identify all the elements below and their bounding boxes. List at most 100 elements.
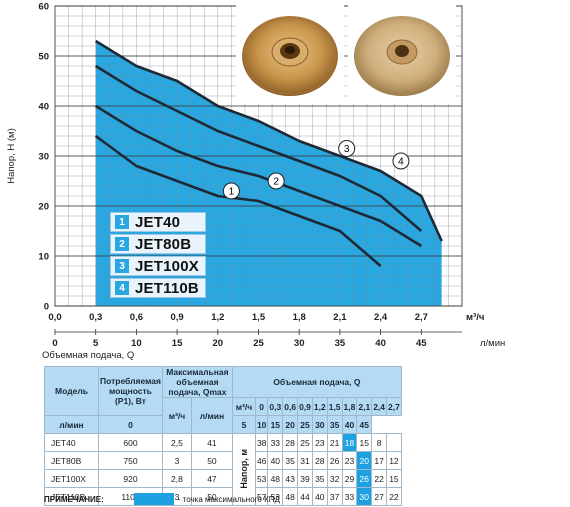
cell-model: JET40 bbox=[44, 433, 99, 452]
cell-head-value: 8 bbox=[371, 433, 388, 452]
header-q-lmin: 10 bbox=[254, 415, 269, 434]
y-tick-label: 10 bbox=[38, 252, 49, 263]
curve-marker-3: 3 bbox=[338, 140, 356, 157]
curve-marker-circle bbox=[267, 172, 285, 190]
legend-item-2: 2 JET80B bbox=[110, 234, 206, 254]
cell-head-label: Напор, м bbox=[231, 433, 256, 506]
cell-head-value bbox=[386, 433, 402, 452]
cell-head-value: 35 bbox=[311, 469, 328, 488]
cell-head-value: 40 bbox=[311, 487, 328, 506]
curve-marker-label: 3 bbox=[344, 144, 350, 155]
header-q-lmin: 20 bbox=[282, 415, 299, 434]
header-flow: Объемная подача, Q bbox=[231, 366, 402, 398]
legend-number: 2 bbox=[115, 237, 129, 251]
cell-head-value: 57 bbox=[254, 487, 269, 506]
header-model: Модель bbox=[44, 366, 99, 416]
cell-head-value: 18 bbox=[341, 433, 358, 452]
cell-head-value: 32 bbox=[326, 469, 343, 488]
series-line-3 bbox=[95, 64, 423, 232]
cell-head-value: 27 bbox=[371, 487, 388, 506]
cell-head-value: 25 bbox=[297, 433, 313, 452]
x-tick-label-m3h: 0,9 bbox=[170, 312, 183, 323]
header-q-lmin: 30 bbox=[311, 415, 328, 434]
brass-impeller-photo bbox=[236, 4, 344, 104]
series-line-1 bbox=[94, 134, 382, 267]
header-q-lmin: 45 bbox=[356, 415, 373, 434]
y-tick-label: 50 bbox=[38, 52, 49, 63]
x-unit-m3h: м³/ч bbox=[466, 312, 484, 323]
cell-qmax-lmin: 47 bbox=[190, 469, 233, 488]
header-lmin-row: л/мин 0 5 10 15 20 25 30 35 40 45 bbox=[44, 415, 402, 434]
cell-head-value: 26 bbox=[326, 451, 343, 470]
x-tick-label-m3h: 1,5 bbox=[252, 312, 266, 323]
cell-head-value: 44 bbox=[297, 487, 313, 506]
table-row: JET100X 920 2,8 47 53 48 43 39 35 32 29 26 22 15 bbox=[44, 469, 402, 488]
cell-head-value: 22 bbox=[371, 469, 388, 488]
x-tick-label-m3h: 1,2 bbox=[211, 312, 224, 323]
y-tick-label: 40 bbox=[38, 102, 49, 113]
cell-power: 750 bbox=[98, 451, 163, 470]
cell-head-value: 33 bbox=[341, 487, 358, 506]
cell-head-value: 22 bbox=[386, 487, 402, 506]
x-tick-label-lmin: 20 bbox=[213, 338, 224, 349]
curve-marker-circle bbox=[222, 182, 240, 200]
y-tick-label: 60 bbox=[38, 2, 49, 13]
curve-marker-2: 2 bbox=[267, 172, 285, 190]
cell-head-value: 39 bbox=[297, 469, 313, 488]
cell-qmax-m3h: 2,8 bbox=[161, 469, 192, 488]
x-tick-label-lmin: 30 bbox=[294, 338, 305, 349]
x-tick-label-lmin: 5 bbox=[93, 338, 99, 349]
x-tick-label-lmin: 10 bbox=[131, 338, 142, 349]
header-q-lmin: 5 bbox=[231, 415, 256, 434]
x-tick-label-lmin: 40 bbox=[375, 338, 386, 349]
series-line-4 bbox=[95, 39, 443, 242]
x-tick-label-lmin: 0 bbox=[52, 338, 57, 349]
cell-head-value: 48 bbox=[282, 487, 299, 506]
legend-label: JET40 bbox=[135, 213, 181, 231]
head-label: Напор, м bbox=[238, 448, 249, 489]
cell-head-value: 35 bbox=[282, 451, 299, 470]
specs-table: Модель Потребляемая мощность (P1), Вт Ма… bbox=[44, 366, 402, 506]
table-row: JET40 600 2,5 41 Напор, м 38 33 28 25 23 21 18 15 8 bbox=[44, 433, 402, 506]
cell-head-value: 20 bbox=[356, 451, 373, 470]
cell-model: JET80B bbox=[44, 451, 99, 470]
series-line-2 bbox=[95, 104, 422, 248]
curve-marker-label: 4 bbox=[398, 157, 404, 168]
curve-marker-1: 1 bbox=[222, 182, 240, 200]
cell-head-value: 30 bbox=[356, 487, 373, 506]
cell-head-value: 26 bbox=[356, 469, 373, 488]
header-q-lmin: 0 bbox=[98, 415, 163, 434]
header-q-lmin: 35 bbox=[326, 415, 343, 434]
table-row: JET80B 750 3 50 46 40 35 31 28 26 23 20 17 12 bbox=[44, 451, 402, 470]
x-tick-label-lmin: 15 bbox=[172, 338, 183, 349]
header-power: Потребляемая мощность (P1), Вт bbox=[98, 366, 163, 416]
legend-label: JET80B bbox=[135, 235, 192, 253]
cell-head-value: 23 bbox=[311, 433, 328, 452]
cell-head-value: 15 bbox=[356, 433, 373, 452]
cell-head-value: 23 bbox=[341, 451, 358, 470]
y-tick-label: 0 bbox=[44, 302, 49, 313]
x-tick-label-lmin: 45 bbox=[416, 338, 427, 349]
cell-head-value: 37 bbox=[326, 487, 343, 506]
x-tick-label-m3h: 1,8 bbox=[293, 312, 306, 323]
chart-legend: 1 JET40 2 JET80B 3 JET100X 4 JET110B bbox=[110, 212, 206, 300]
header-flow-unit-m3h: м³/ч bbox=[231, 397, 256, 416]
x-tick-label-lmin: 25 bbox=[253, 338, 264, 349]
header-q-m3h: 0,6 bbox=[282, 397, 299, 416]
header-flow-unit-lmin: л/мин bbox=[44, 415, 99, 434]
legend-item-4: 4 JET110B bbox=[110, 278, 206, 298]
x-tick-label-lmin: 35 bbox=[335, 338, 346, 349]
cell-head-value: 38 bbox=[254, 433, 269, 452]
cell-head-value: 17 bbox=[371, 451, 388, 470]
legend-number: 3 bbox=[115, 259, 129, 273]
header-q-lmin: 15 bbox=[267, 415, 284, 434]
bronze-impeller-photo bbox=[348, 4, 456, 104]
legend-item-1: 1 JET40 bbox=[110, 212, 206, 232]
x-tick-label-m3h: 0,0 bbox=[48, 312, 61, 323]
legend-item-3: 3 JET100X bbox=[110, 256, 206, 276]
cell-head-value: 15 bbox=[386, 469, 402, 488]
cell-head-value: 21 bbox=[326, 433, 343, 452]
cell-qmax-lmin: 41 bbox=[190, 433, 233, 452]
cell-model: JET110B bbox=[44, 487, 99, 506]
legend-label: JET100X bbox=[135, 257, 199, 275]
